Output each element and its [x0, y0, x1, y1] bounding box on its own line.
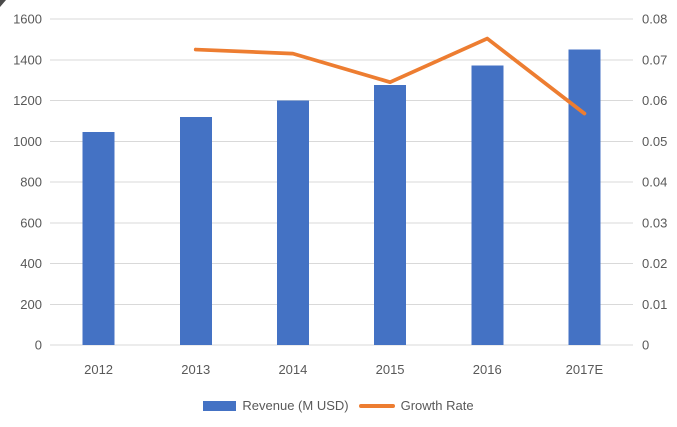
x-axis-label-2013: 2013 [181, 362, 210, 377]
right-axis-tick-label: 0 [642, 338, 649, 353]
revenue-bar-2016 [471, 65, 504, 345]
right-axis-tick-label: 0.07 [642, 52, 667, 67]
corner-artifact [0, 0, 6, 7]
x-axis-label-2017E: 2017E [566, 362, 604, 377]
x-axis-label-2016: 2016 [473, 362, 502, 377]
legend-label-revenue: Revenue (M USD) [242, 398, 349, 413]
left-axis-tick-label: 1600 [13, 12, 42, 27]
revenue-bar-2015 [374, 84, 407, 345]
left-axis-tick-label: 0 [35, 338, 42, 353]
left-axis-tick-label: 800 [20, 175, 42, 190]
revenue-bar-2014 [276, 100, 309, 345]
right-axis-tick-label: 0.04 [642, 175, 667, 190]
right-axis-tick-label: 0.05 [642, 134, 667, 149]
right-axis-tick-label: 0.01 [642, 297, 667, 312]
left-axis-tick-label: 600 [20, 215, 42, 230]
left-axis-tick-label: 1400 [13, 52, 42, 67]
left-axis-tick-label: 1200 [13, 93, 42, 108]
right-axis-tick-label: 0.06 [642, 93, 667, 108]
legend-swatch-revenue-icon [203, 401, 237, 411]
legend-label-growth: Growth Rate [400, 398, 474, 413]
revenue-bar-2013 [179, 116, 212, 345]
right-axis-tick-label: 0.03 [642, 215, 667, 230]
left-axis-tick-label: 400 [20, 256, 42, 271]
right-axis-tick-label: 0.02 [642, 256, 667, 271]
revenue-bar-2017E [568, 49, 601, 345]
legend-swatch-growth-icon [358, 404, 395, 408]
x-axis-label-2012: 2012 [84, 362, 113, 377]
growth-rate-line [193, 36, 587, 116]
right-axis-tick-label: 0.08 [642, 12, 667, 27]
left-axis-tick-label: 200 [20, 297, 42, 312]
revenue-bar-2012 [82, 132, 115, 345]
legend: Revenue (M USD) Growth Rate [0, 397, 677, 415]
left-axis-tick-label: 1000 [13, 134, 42, 149]
x-axis-label-2015: 2015 [376, 362, 405, 377]
x-axis-label-2014: 2014 [278, 362, 307, 377]
